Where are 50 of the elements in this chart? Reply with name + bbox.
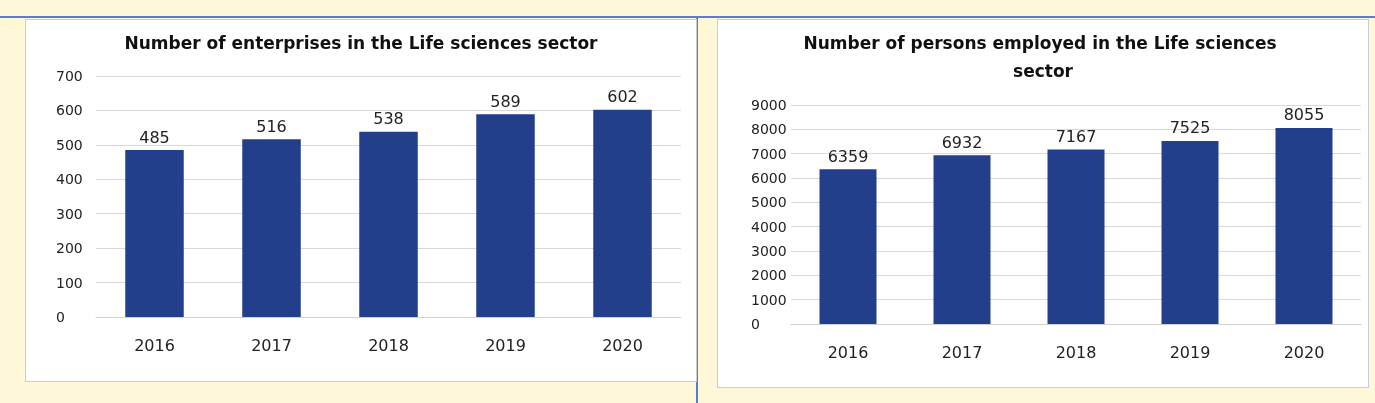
data-label: 6359	[827, 146, 869, 166]
bar	[933, 155, 991, 324]
y-tick-label: 200	[56, 240, 83, 257]
bar	[1275, 128, 1333, 324]
y-tick-label: 9000	[751, 97, 787, 113]
bar	[359, 131, 418, 317]
y-tick-label: 6000	[751, 170, 787, 186]
y-tick-label: 1000	[751, 291, 787, 308]
x-tick-label: 2020	[1283, 342, 1325, 362]
x-tick-label: 2016	[134, 335, 175, 355]
bar	[125, 150, 184, 317]
y-tick-label: 700	[56, 68, 83, 84]
y-tick-label: 3000	[751, 243, 787, 259]
bar	[593, 109, 652, 317]
y-tick-label: 5000	[751, 194, 787, 211]
bar	[1161, 140, 1219, 324]
chart-title: Number of enterprises in the Life sciences sector	[124, 33, 599, 53]
data-label: 485	[139, 127, 170, 147]
bar	[1047, 149, 1105, 324]
bar	[242, 139, 301, 317]
data-label: 538	[373, 109, 404, 129]
data-label: 602	[607, 87, 638, 107]
y-tick-label: 0	[56, 309, 65, 325]
y-tick-label: 600	[56, 102, 83, 119]
y-tick-label: 4000	[751, 218, 787, 235]
data-label: 6932	[941, 132, 983, 152]
data-label: 516	[256, 116, 287, 136]
bar	[476, 114, 535, 317]
x-tick-label: 2017	[251, 335, 292, 355]
y-tick-label: 100	[56, 274, 83, 291]
x-tick-label: 2018	[368, 335, 409, 355]
data-label: 589	[490, 91, 521, 111]
data-label: 7525	[1169, 118, 1211, 138]
x-tick-label: 2017	[941, 342, 983, 362]
x-tick-label: 2019	[1169, 342, 1211, 362]
bar	[819, 169, 877, 324]
y-tick-label: 300	[56, 205, 83, 222]
chart-title: Number of persons employed in the Life sciences sector	[803, 33, 1283, 81]
y-tick-label: 400	[56, 171, 83, 188]
x-tick-label: 2018	[1055, 342, 1097, 362]
y-tick-label: 8000	[751, 121, 787, 138]
y-tick-label: 2000	[751, 267, 787, 284]
y-tick-label: 7000	[751, 145, 787, 162]
data-label: 8055	[1283, 105, 1325, 125]
x-tick-label: 2019	[485, 335, 526, 355]
y-tick-label: 0	[751, 316, 760, 332]
x-tick-label: 2020	[602, 335, 643, 355]
data-label: 7167	[1055, 127, 1097, 147]
x-tick-label: 2016	[827, 342, 869, 362]
y-tick-label: 500	[56, 136, 83, 153]
